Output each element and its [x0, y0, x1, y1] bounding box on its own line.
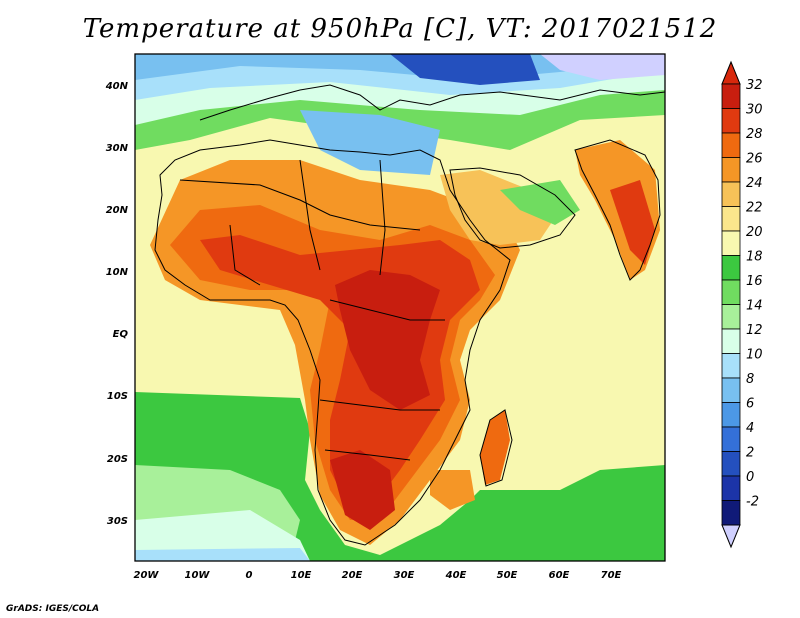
- arabia-lightgreen: [500, 180, 580, 225]
- southern-africa-darkred: [330, 450, 395, 530]
- colorbar-swatch: [721, 230, 741, 256]
- lon-label: 20E: [342, 570, 363, 581]
- colorbar-swatch: [721, 426, 741, 452]
- lat-label: EQ: [113, 329, 129, 340]
- lon-label: 70E: [601, 570, 622, 581]
- lat-label: 10N: [106, 267, 129, 278]
- south-ocean-cyan: [135, 510, 310, 561]
- colorbar-swatch: [721, 279, 741, 305]
- colorbar-swatch: [721, 500, 741, 526]
- border-3: [379, 159, 386, 276]
- colorbar-top-arrow: [721, 60, 741, 85]
- africa-darkred: [335, 270, 440, 410]
- arabia-outline: [449, 167, 576, 249]
- colorbar-swatch: [721, 328, 741, 354]
- sahara-blue: [300, 110, 440, 175]
- colorbar-swatch: [721, 475, 741, 501]
- lon-label: 10E: [291, 570, 312, 581]
- colorbar-swatch: [721, 304, 741, 330]
- lat-label: 30S: [107, 516, 128, 527]
- colorbar-swatch: [721, 83, 741, 109]
- lon-label: 10W: [185, 570, 211, 581]
- lon-label: 40E: [445, 570, 467, 581]
- colorbar-swatch: [721, 108, 741, 134]
- colorbar-label: 24: [746, 176, 763, 191]
- colorbar-label: 6: [746, 397, 754, 412]
- india-red: [610, 180, 655, 265]
- border-7: [229, 224, 261, 286]
- lat-label: 40N: [105, 81, 129, 92]
- colorbar-swatch: [721, 132, 741, 158]
- colorbar-label: 10: [746, 348, 763, 363]
- north-darkblue: [390, 54, 540, 85]
- colorbar-label: 14: [746, 299, 763, 314]
- colorbar-swatch: [721, 157, 741, 183]
- colorbar-label: 8: [746, 372, 754, 387]
- map-title: Temperature at 950hPa [C], VT: 201702151…: [82, 14, 718, 44]
- lon-label: 30E: [394, 570, 415, 581]
- colorbar-label: 30: [746, 103, 763, 118]
- colorbar-label: 4: [746, 421, 754, 436]
- colorbar-label: 18: [746, 250, 763, 265]
- lon-label: 50E: [497, 570, 518, 581]
- grads-credit: GrADS: IGES/COLA: [6, 604, 100, 614]
- map-frame: [134, 53, 666, 562]
- colorbar-label: 32: [746, 78, 763, 93]
- colorbar-label: 22: [746, 201, 763, 216]
- colorbar-swatch: [721, 402, 741, 428]
- lat-label: 20S: [107, 454, 128, 465]
- border-5: [319, 399, 440, 411]
- colorbar-bottom-arrow: [721, 524, 741, 549]
- north-lavender: [540, 54, 665, 80]
- colorbar-label: 2: [746, 446, 754, 461]
- europe-outline: [199, 84, 666, 121]
- colorbar-label: 0: [746, 470, 754, 485]
- colorbar-swatch: [721, 181, 741, 207]
- colorbar-label: -2: [746, 495, 759, 510]
- colorbar-label: 28: [746, 127, 763, 142]
- south-ocean-blue: [135, 548, 310, 561]
- colorbar-swatch: [721, 255, 741, 281]
- colorbar-swatch: [721, 377, 741, 403]
- lon-label: 20W: [134, 570, 160, 581]
- colorbar-label: 26: [746, 152, 763, 167]
- temperature-map: [135, 54, 665, 561]
- lat-label: 10S: [107, 391, 128, 402]
- colorbar-swatch: [721, 451, 741, 477]
- lat-label: 20N: [106, 205, 129, 216]
- border-1: [179, 179, 421, 231]
- border-6: [324, 449, 411, 461]
- colorbar-swatch: [721, 206, 741, 232]
- colorbar-label: 12: [746, 323, 763, 338]
- lon-label: 0: [246, 570, 253, 581]
- africa-coastline: [154, 139, 511, 546]
- lat-label: 30N: [106, 143, 129, 154]
- colorbar-label: 20: [746, 225, 763, 240]
- lon-labels: 20W 10W 0 10E 20E 30E 40E 50E 60E 70E: [134, 570, 622, 581]
- border-2: [299, 159, 321, 271]
- colorbar-swatch: [721, 353, 741, 379]
- india-outline: [574, 139, 661, 281]
- lat-labels: 40N 30N 20N 10N EQ 10S 20S 30S: [105, 81, 129, 527]
- madagascar-outline: [479, 409, 513, 487]
- colorbar-label: 16: [746, 274, 763, 289]
- south-coast-orange: [430, 470, 475, 510]
- border-4: [329, 299, 445, 321]
- coastlines: [154, 84, 666, 546]
- lon-label: 60E: [549, 570, 570, 581]
